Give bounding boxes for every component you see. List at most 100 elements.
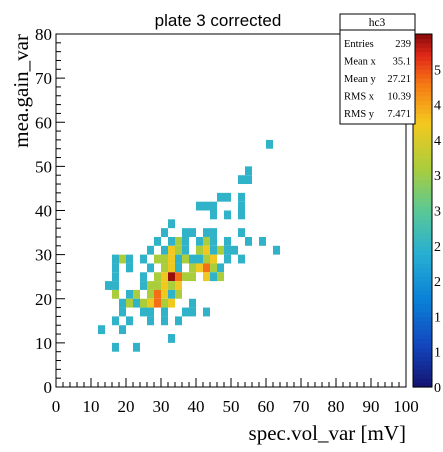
histogram-bin — [245, 166, 252, 176]
palette-cell — [413, 228, 432, 234]
histogram-bin — [154, 289, 161, 299]
histogram-bin — [210, 201, 217, 211]
palette-cell — [413, 206, 432, 212]
stats-box-frame — [339, 13, 416, 125]
histogram-bin — [210, 236, 217, 246]
palette-tick-label: 2 — [434, 240, 441, 255]
palette-cell — [413, 267, 432, 273]
histogram-bin — [203, 228, 210, 237]
histogram-bin — [168, 219, 175, 229]
x-tick-label: 100 — [393, 397, 419, 416]
palette-tick-label: 4 — [434, 99, 441, 114]
histogram-bin — [210, 263, 217, 273]
palette-cell — [413, 47, 432, 53]
palette-cell — [413, 351, 432, 357]
x-tick-label: 70 — [293, 397, 310, 416]
color-palette — [412, 33, 433, 388]
palette-tick-label: 5 — [434, 63, 441, 78]
stats-row-label: RMS x — [344, 92, 375, 103]
histogram-bin — [112, 254, 119, 264]
histogram-bin — [196, 236, 203, 246]
x-tick-label: 50 — [223, 397, 240, 416]
x-tick-label: 40 — [188, 397, 205, 416]
palette-cell — [413, 369, 432, 375]
histogram-bin — [189, 298, 196, 308]
palette-cell — [413, 113, 432, 119]
palette-cell — [413, 51, 432, 57]
palette-cell — [413, 60, 432, 66]
histogram-bin — [168, 281, 175, 290]
palette-cell — [413, 281, 432, 287]
histogram-bin — [168, 263, 175, 273]
palette-tick-label: 3 — [434, 169, 441, 184]
histogram-bin — [140, 254, 147, 264]
palette-cell — [413, 148, 432, 154]
palette-cell — [413, 325, 432, 331]
palette-cell — [413, 135, 432, 141]
palette-cell — [413, 166, 432, 172]
palette-cell — [413, 201, 432, 207]
histogram-bin — [140, 307, 147, 317]
palette-cell — [413, 184, 432, 190]
histogram-bin — [168, 272, 175, 282]
histogram-bin — [112, 272, 119, 282]
histogram-bin — [154, 272, 161, 282]
palette-cell — [413, 254, 432, 260]
histogram-bin — [189, 228, 196, 237]
histogram-bin — [189, 272, 196, 282]
palette-cell — [413, 91, 432, 97]
histogram-bin — [203, 307, 210, 317]
stats-rows: Entries 239 Mean x 35.1 Mean y 27.21 RMS x 10.3… — [344, 39, 411, 120]
x-tick-label: 10 — [83, 397, 100, 416]
histogram-bin — [203, 254, 210, 264]
histogram-bin — [119, 298, 126, 308]
histogram-bin — [238, 192, 245, 202]
histogram-bin — [112, 289, 119, 299]
histogram-bin — [224, 192, 231, 202]
histogram-bin — [182, 245, 189, 255]
palette-cell — [413, 157, 432, 163]
palette-cell — [413, 347, 432, 353]
histogram-bin — [175, 272, 182, 282]
palette-cell — [413, 104, 432, 110]
palette-cell — [413, 232, 432, 238]
histogram-bin — [224, 254, 231, 264]
palette-cell — [413, 285, 432, 291]
histogram-bin — [154, 281, 161, 290]
stats-row-value: 10.39 — [387, 92, 411, 103]
histogram-bin — [126, 254, 133, 264]
histogram-bin — [168, 334, 175, 343]
stats-row-label: Mean x — [344, 57, 377, 68]
histogram-bin — [273, 245, 280, 255]
palette-cell — [413, 86, 432, 92]
histogram-bin — [161, 228, 168, 237]
histogram-bin — [238, 228, 245, 237]
histogram-bin — [154, 254, 161, 264]
histogram-bin — [175, 245, 182, 255]
palette-cell — [413, 294, 432, 300]
histogram-bin — [161, 316, 168, 326]
histogram-bin — [210, 210, 217, 220]
palette-cell — [413, 241, 432, 247]
palette-cell — [413, 122, 432, 128]
chart-title: plate 3 corrected — [155, 11, 282, 30]
stats-row-value: 239 — [395, 39, 411, 50]
histogram-bin — [175, 236, 182, 246]
histogram-bin — [245, 236, 252, 246]
palette-cell — [413, 276, 432, 282]
histogram-bin — [217, 245, 224, 255]
histogram-bin — [224, 245, 231, 255]
histogram-bin — [168, 254, 175, 264]
palette-cell — [413, 126, 432, 132]
histogram-bin — [196, 201, 203, 211]
palette-cell — [413, 95, 432, 101]
palette-tick-labels: 0 1 1 2 2 3 3 4 4 5 — [434, 63, 441, 396]
palette-cell — [413, 210, 432, 216]
histogram-bin — [161, 263, 168, 273]
y-tick-label: 70 — [35, 69, 52, 88]
histogram-bin — [189, 263, 196, 273]
y-tick-label: 10 — [35, 334, 52, 353]
palette-cell — [413, 329, 432, 335]
palette-cell — [413, 356, 432, 362]
histogram-bin — [112, 281, 119, 290]
